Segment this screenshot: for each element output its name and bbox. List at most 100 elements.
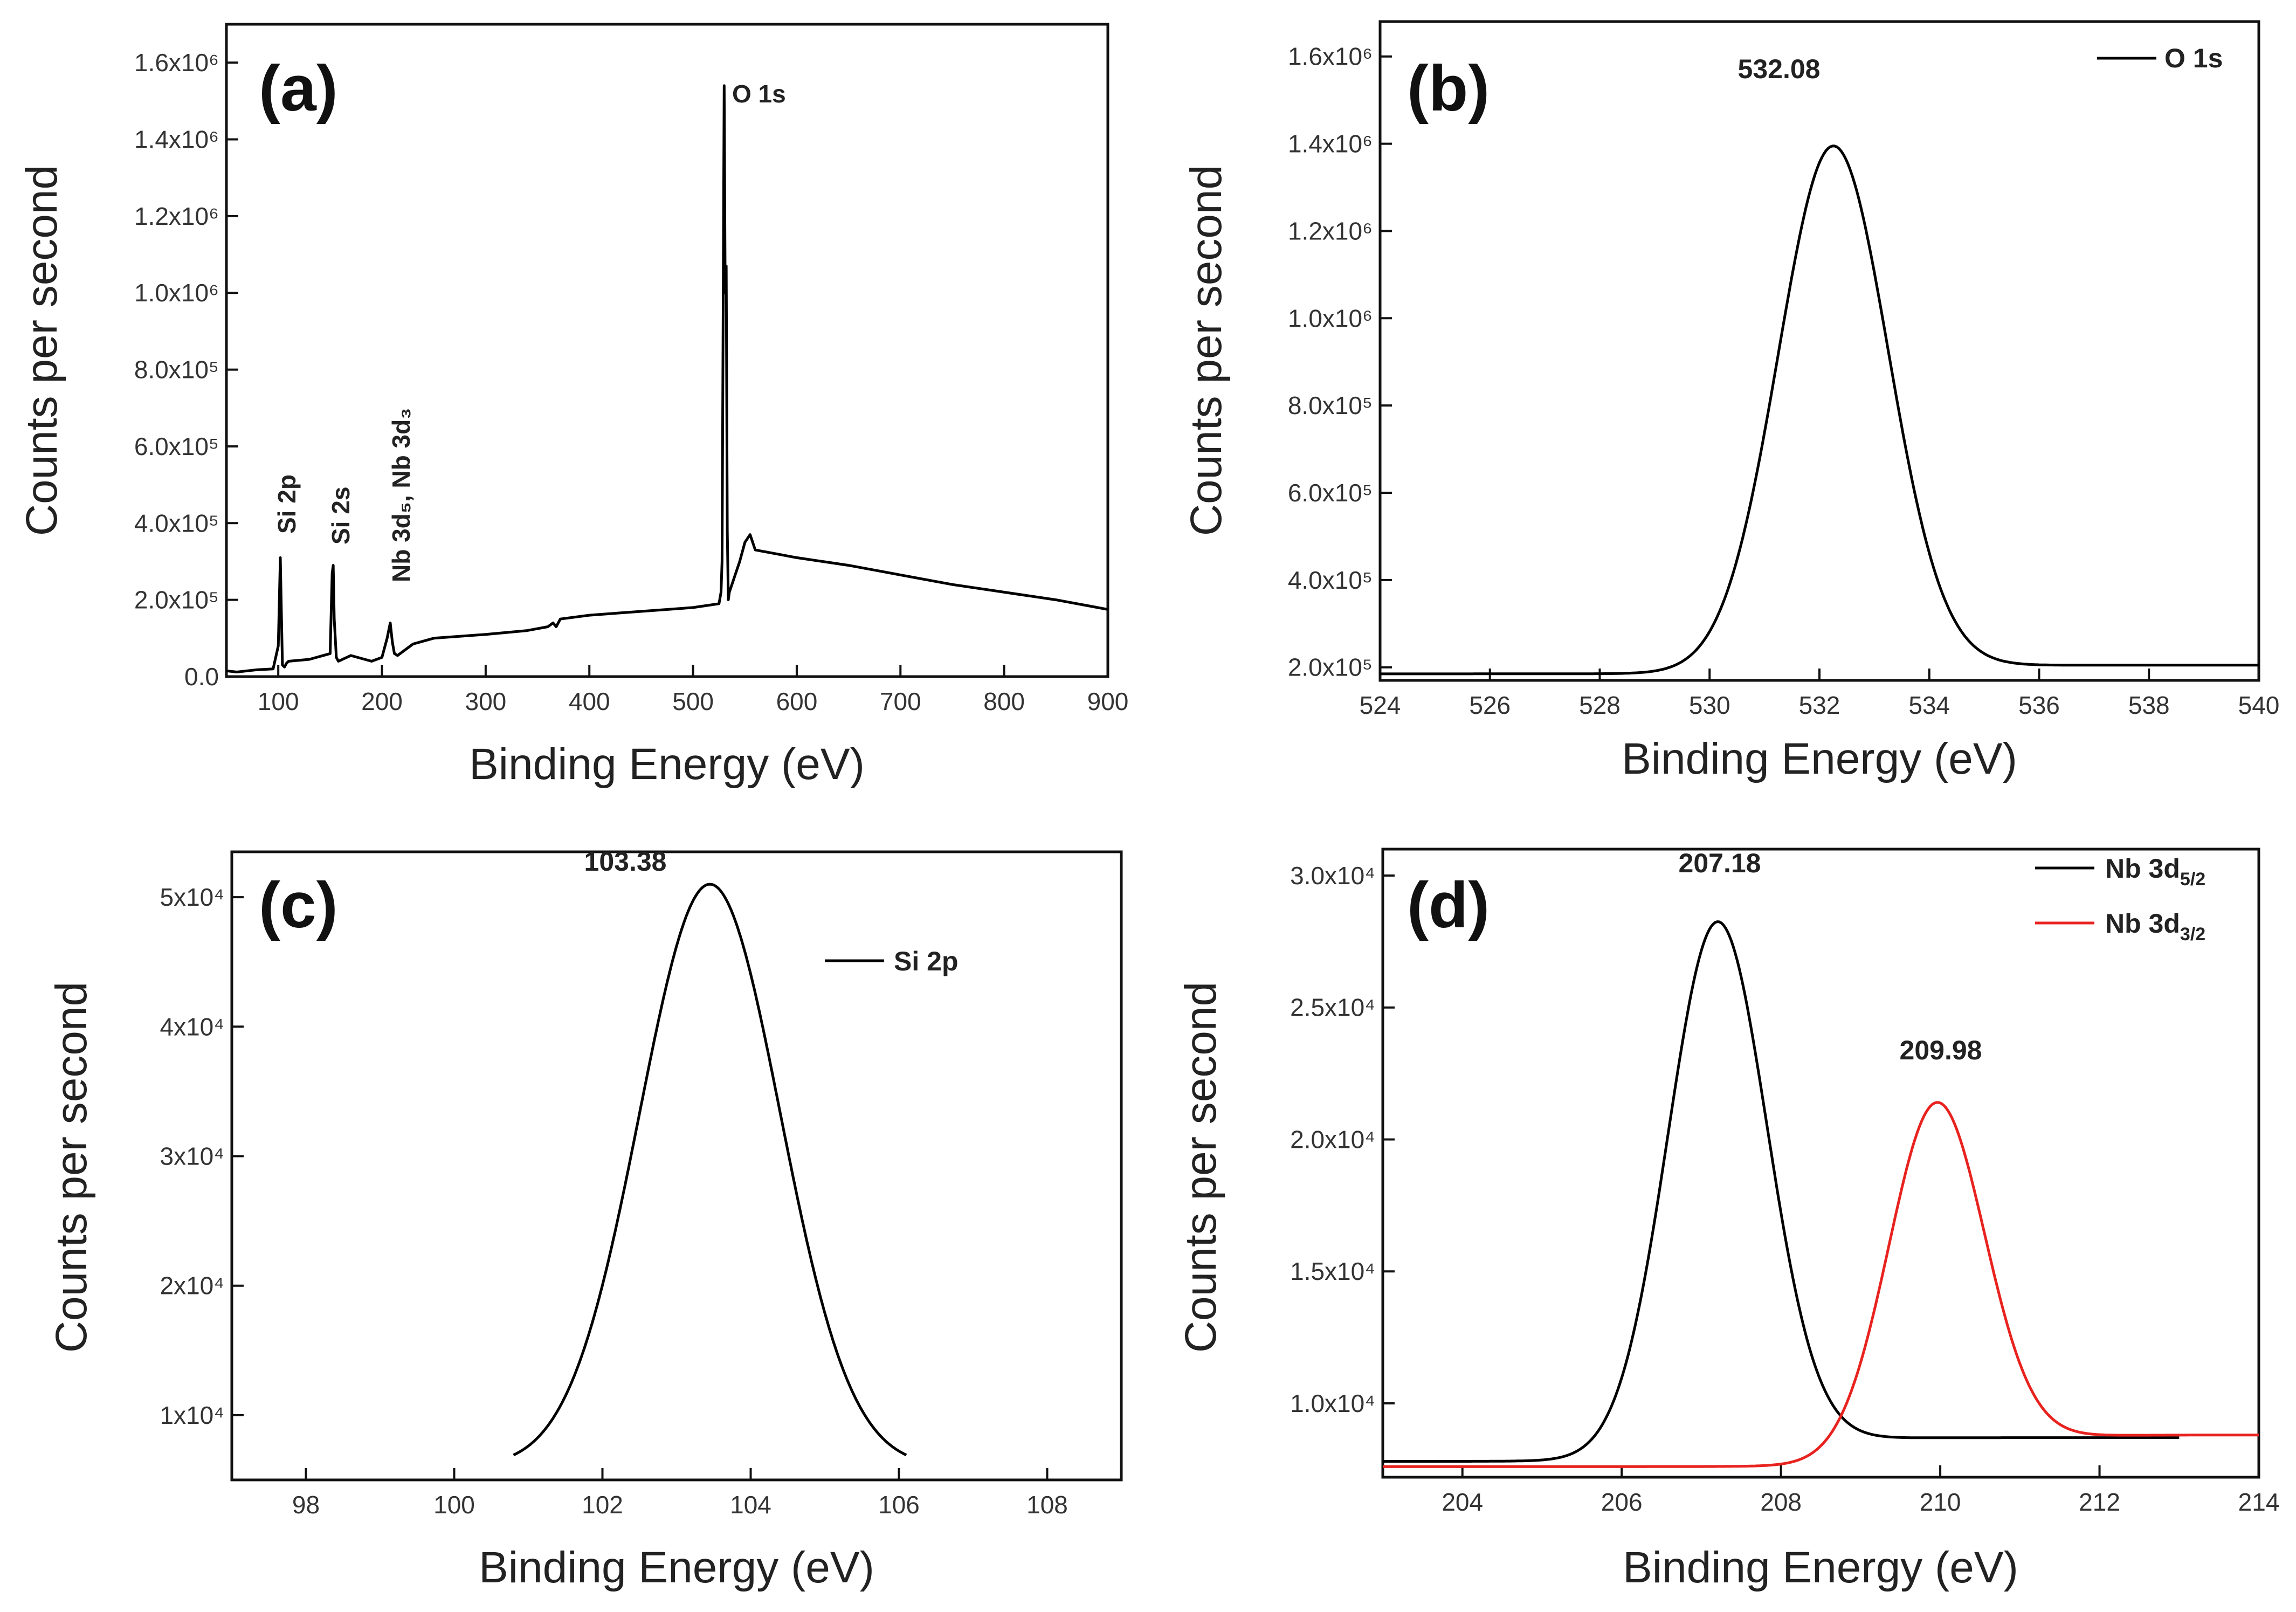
panel-d: 204 206 208 210 212 214 1.0x10⁴ 1.5x10⁴ 2.0x10⁴ 2… [1176,848,2279,1592]
legend-label-nb3d52: Nb 3d5/2 [2105,853,2205,890]
y-tick-label: 1.0x10⁶ [1288,304,1373,332]
x-tick-label: 400 [569,687,610,715]
o1s-spectrum-line [1380,144,2259,676]
plot-frame-a [225,23,1109,678]
peak-label-si2s: Si 2s [327,487,355,545]
x-tick-label: 100 [433,1491,475,1519]
y-tick-label: 8.0x10⁵ [134,356,219,384]
y-tick-label: 1.6x10⁶ [1288,43,1373,71]
x-tick-label: 210 [1920,1488,1961,1516]
x-tick-label: 526 [1469,691,1511,719]
y-tick-label: 0.0 [184,663,219,691]
x-tick-label: 534 [1908,691,1950,719]
x-tick-label: 536 [2018,691,2060,719]
panel-label-b: (b) [1407,52,1490,125]
legend-label-si2p: Si 2p [894,946,958,976]
peak-label-o1s: O 1s [732,80,786,108]
y-axis-title-d: Counts per second [1176,982,1225,1353]
si2p-spectrum-line [513,883,907,1457]
x-tick-label: 800 [983,687,1025,715]
x-axis-title-c: Binding Energy (eV) [479,1543,874,1592]
panel-label-a: (a) [259,52,338,125]
x-tick-label: 500 [672,687,714,715]
y-tick-label: 6.0x10⁵ [134,432,219,460]
x-tick-label: 100 [258,687,299,715]
peak-label-nb3d: Nb 3d₅, Nb 3d₃ [387,408,415,582]
peak-value-label-nb3d32: 209.98 [1900,1035,1982,1065]
y-tick-label: 1x10⁴ [160,1401,224,1429]
x-tick-label: 212 [2079,1488,2120,1516]
x-tick-label: 540 [2238,691,2280,719]
axis-ticks-c: 98 100 102 104 106 108 1x10⁴ 2x10⁴ 3x10⁴ 4x10⁴ 5x1… [160,883,1067,1519]
nb3d52-spectrum-line [1383,920,2180,1463]
y-tick-label: 1.0x10⁶ [134,279,219,307]
y-tick-label: 3.0x10⁴ [1290,862,1375,890]
y-tick-label: 3x10⁴ [160,1142,224,1170]
x-tick-label: 600 [776,687,818,715]
x-tick-label: 532 [1799,691,1840,719]
x-tick-label: 104 [730,1491,771,1519]
x-tick-label: 102 [582,1491,623,1519]
survey-spectrum-line [226,84,1108,673]
y-tick-label: 2.0x10⁴ [1290,1125,1375,1153]
legend-label-nb3d32: Nb 3d3/2 [2105,908,2205,945]
peak-value-label-c: 103.38 [584,846,667,877]
y-tick-label: 2.0x10⁵ [134,586,219,614]
y-tick-label: 6.0x10⁵ [1288,479,1373,507]
y-tick-label: 8.0x10⁵ [1288,391,1373,419]
x-axis-title-b: Binding Energy (eV) [1622,734,2017,783]
axis-ticks-d: 204 206 208 210 212 214 1.0x10⁴ 1.5x10⁴ 2.0x10⁴ 2… [1290,862,2279,1516]
y-tick-label: 4.0x10⁵ [1288,566,1373,594]
x-axis-title-d: Binding Energy (eV) [1623,1543,2018,1592]
x-tick-label: 200 [361,687,403,715]
y-tick-label: 1.6x10⁶ [134,49,219,77]
x-tick-label: 900 [1087,687,1129,715]
x-tick-label: 530 [1689,691,1730,719]
y-tick-label: 4.0x10⁵ [134,509,219,537]
panel-c: 98 100 102 104 106 108 1x10⁴ 2x10⁴ 3x10⁴ 4x10⁴ 5x1… [47,846,1123,1592]
peak-value-label-nb3d52: 207.18 [1679,848,1761,878]
y-tick-label: 1.5x10⁴ [1290,1257,1375,1285]
legend-label-o1s: O 1s [2164,43,2223,73]
plot-frame-c [230,850,1123,1482]
y-tick-label: 1.2x10⁶ [134,202,219,230]
y-tick-label: 2.0x10⁵ [1288,653,1373,681]
y-axis-title-b: Counts per second [1182,165,1231,536]
panel-b: 524 526 528 530 532 534 536 538 540 2.0x10⁵ 4.0x10… [1182,20,2280,783]
panel-a: 100 200 300 400 500 600 700 800 900 0.0 2.0x10⁵ 4.0… [17,23,1129,789]
y-axis-title-a: Counts per second [17,165,66,536]
y-tick-label: 2x10⁴ [160,1272,224,1300]
y-axis-title-c: Counts per second [47,982,96,1353]
x-axis-title-a: Binding Energy (eV) [469,740,865,789]
x-tick-label: 106 [878,1491,920,1519]
panel-label-d: (d) [1407,869,1490,941]
peak-label-si2p: Si 2p [273,474,301,534]
x-tick-label: 528 [1579,691,1621,719]
plot-frame-d [1381,848,2260,1479]
legend-d: Nb 3d5/2 Nb 3d3/2 [2035,853,2205,945]
legend-b: O 1s [2097,43,2223,73]
x-tick-label: 524 [1360,691,1401,719]
plot-frame-b [1378,20,2260,682]
y-tick-label: 1.4x10⁶ [134,126,219,154]
y-tick-label: 1.2x10⁶ [1288,217,1373,245]
x-tick-label: 206 [1601,1488,1643,1516]
axis-ticks-b: 524 526 528 530 532 534 536 538 540 2.0x10⁵ 4.0x10… [1288,43,2280,719]
x-tick-label: 208 [1760,1488,1802,1516]
x-tick-label: 214 [2238,1488,2280,1516]
y-tick-label: 2.5x10⁴ [1290,994,1375,1022]
x-tick-label: 204 [1442,1488,1483,1516]
panel-label-c: (c) [259,869,338,941]
x-tick-label: 98 [292,1491,320,1519]
y-tick-label: 4x10⁴ [160,1012,224,1041]
legend-c: Si 2p [825,946,958,976]
x-tick-label: 700 [880,687,921,715]
x-tick-label: 538 [2128,691,2170,719]
y-tick-label: 1.0x10⁴ [1290,1389,1375,1417]
axis-ticks-a: 100 200 300 400 500 600 700 800 900 0.0 2.0x10⁵ 4.0… [134,49,1129,715]
x-tick-label: 300 [465,687,507,715]
nb3d32-spectrum-line [1383,1101,2259,1468]
y-tick-label: 5x10⁴ [160,883,224,911]
x-tick-label: 108 [1026,1491,1068,1519]
